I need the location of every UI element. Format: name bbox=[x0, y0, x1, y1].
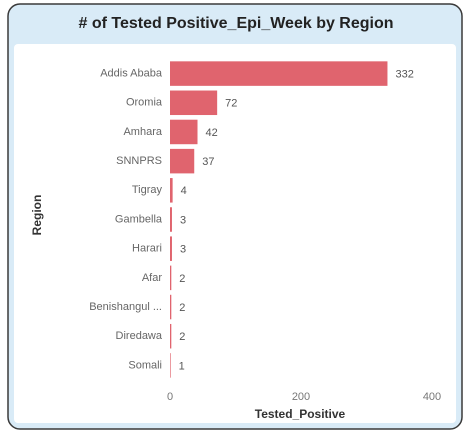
y-tick-label: Afar bbox=[142, 272, 163, 284]
y-tick-label: Benishangul ... bbox=[89, 301, 162, 313]
y-tick-label: Oromia bbox=[126, 97, 163, 109]
plot-panel bbox=[14, 44, 456, 423]
y-tick-label: Amhara bbox=[123, 126, 162, 138]
data-label: 72 bbox=[225, 98, 237, 110]
data-label: 42 bbox=[206, 127, 218, 139]
bar bbox=[170, 353, 171, 378]
bar bbox=[170, 148, 195, 174]
y-tick-label: Diredawa bbox=[116, 330, 163, 342]
chart-title: # of Tested Positive_Epi_Week by Region bbox=[78, 15, 393, 32]
data-label: 37 bbox=[202, 156, 214, 168]
bar bbox=[170, 265, 172, 291]
x-tick-label: 0 bbox=[167, 391, 173, 403]
bar bbox=[170, 236, 172, 261]
data-label: 4 bbox=[181, 185, 187, 197]
data-label: 332 bbox=[395, 68, 413, 80]
data-label: 2 bbox=[179, 331, 185, 343]
bar bbox=[170, 294, 172, 320]
y-axis-title: Region bbox=[30, 195, 44, 236]
y-tick-label: Tigray bbox=[132, 184, 163, 196]
bar bbox=[170, 323, 172, 349]
y-tick-label: Harari bbox=[132, 243, 162, 255]
bar bbox=[170, 178, 173, 203]
data-label: 1 bbox=[179, 360, 185, 372]
data-label: 2 bbox=[179, 273, 185, 285]
y-tick-label: Somali bbox=[128, 359, 162, 371]
bar bbox=[170, 90, 218, 116]
x-tick-label: 400 bbox=[423, 391, 441, 403]
bar bbox=[170, 119, 198, 145]
x-tick-label: 200 bbox=[292, 391, 310, 403]
data-label: 3 bbox=[180, 214, 186, 226]
x-axis-title: Tested_Positive bbox=[255, 407, 346, 421]
bar bbox=[170, 207, 172, 232]
y-tick-label: Addis Ababa bbox=[100, 67, 163, 79]
y-tick-label: Gambella bbox=[115, 213, 163, 225]
data-label: 2 bbox=[179, 302, 185, 314]
bar bbox=[170, 61, 388, 86]
y-tick-label: SNNPRS bbox=[116, 155, 162, 167]
data-label: 3 bbox=[180, 244, 186, 256]
